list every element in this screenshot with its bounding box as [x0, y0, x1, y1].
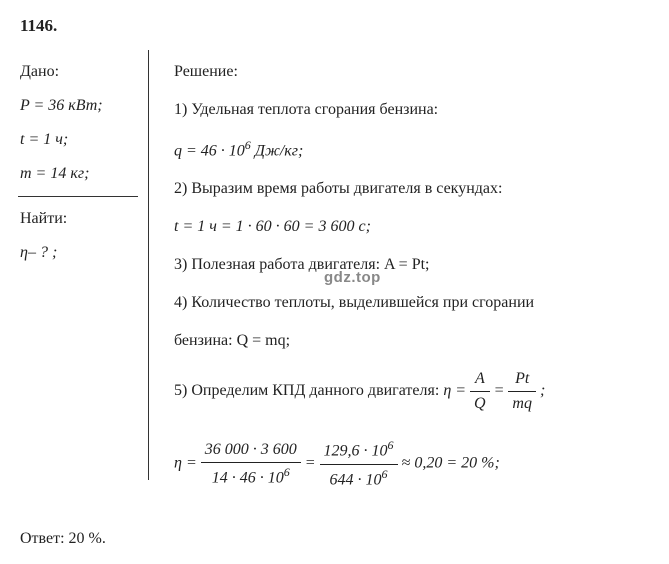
eta-calc-line: η = 36 000 · 3 600 14 · 46 · 106 = 129,6… — [174, 436, 649, 492]
given-divider — [18, 196, 138, 197]
answer-line: Ответ: 20 %. — [20, 530, 649, 548]
find-eta: η– ? ; — [20, 241, 150, 265]
given-column: Дано: P = 36 кВт; t = 1 ч; m = 14 кг; На… — [20, 50, 160, 506]
step-3-span: 3) Полезная работа двигателя: A = Pt; — [174, 256, 430, 273]
frac-a-q: A Q — [470, 367, 490, 416]
calc-num2-exp: 6 — [388, 438, 394, 452]
calc-den1-exp: 6 — [284, 465, 290, 479]
step-1-text: 1) Удельная теплота сгорания бензина: — [174, 98, 649, 122]
step-4-cont: бензина: Q = mq; — [174, 329, 649, 353]
solution-heading: Решение: — [174, 60, 649, 84]
semicolon-1: ; — [540, 383, 545, 400]
given-heading: Дано: — [20, 60, 150, 84]
vertical-divider — [148, 50, 149, 480]
calc-frac-2: 129,6 · 106 644 · 106 — [320, 436, 398, 492]
problem-number: 1146. — [20, 16, 649, 36]
calc-den2-exp: 6 — [382, 467, 388, 481]
step-5-text: 5) Определим КПД данного двигателя: — [174, 383, 443, 400]
step-4-text: 4) Количество теплоты, выделившейся при … — [174, 291, 649, 315]
eta-eq: η = — [443, 383, 470, 400]
q-post: Дж/кг; — [251, 142, 304, 159]
step-2-text: 2) Выразим время работы двигателя в секу… — [174, 177, 649, 201]
step-4-cont-span: бензина: Q = mq; — [174, 332, 290, 349]
calc-num2-pre: 129,6 · 10 — [324, 443, 388, 460]
calc-den2: 644 · 106 — [320, 464, 398, 492]
calc-frac-1: 36 000 · 3 600 14 · 46 · 106 — [201, 438, 301, 490]
given-t: t = 1 ч; — [20, 128, 150, 152]
calc-num1: 36 000 · 3 600 — [201, 438, 301, 462]
given-p: P = 36 кВт; — [20, 94, 150, 118]
frac-pt-mq: Pt mq — [508, 367, 536, 416]
q-formula: q = 46 · 106 Дж/кг; — [174, 136, 649, 163]
given-m: m = 14 кг; — [20, 162, 150, 186]
calc-den1: 14 · 46 · 106 — [201, 462, 301, 490]
step-3-text: 3) Полезная работа двигателя: A = Pt; gd… — [174, 253, 649, 277]
watermark: gdz.top — [324, 267, 381, 290]
calc-den2-pre: 644 · 10 — [330, 471, 382, 488]
calc-num2: 129,6 · 106 — [320, 436, 398, 463]
frac1-den: Q — [470, 391, 490, 416]
eta-calc-eq: η = — [174, 455, 201, 472]
t-calc: t = 1 ч = 1 · 60 · 60 = 3 600 с; — [174, 215, 649, 239]
step-5-line: 5) Определим КПД данного двигателя: η = … — [174, 367, 649, 416]
calc-result: ≈ 0,20 = 20 %; — [402, 455, 500, 472]
find-heading: Найти: — [20, 207, 150, 231]
solution-column: Решение: 1) Удельная теплота сгорания бе… — [160, 50, 649, 506]
q-pre: q = 46 · 10 — [174, 142, 245, 159]
answer-label: Ответ: — [20, 530, 69, 547]
problem-layout: Дано: P = 36 кВт; t = 1 ч; m = 14 кг; На… — [20, 50, 649, 506]
frac1-num: A — [470, 367, 490, 391]
frac2-num: Pt — [508, 367, 536, 391]
frac2-den: mq — [508, 391, 536, 416]
calc-den1-pre: 14 · 46 · 10 — [212, 469, 284, 486]
answer-value: 20 %. — [69, 530, 106, 547]
